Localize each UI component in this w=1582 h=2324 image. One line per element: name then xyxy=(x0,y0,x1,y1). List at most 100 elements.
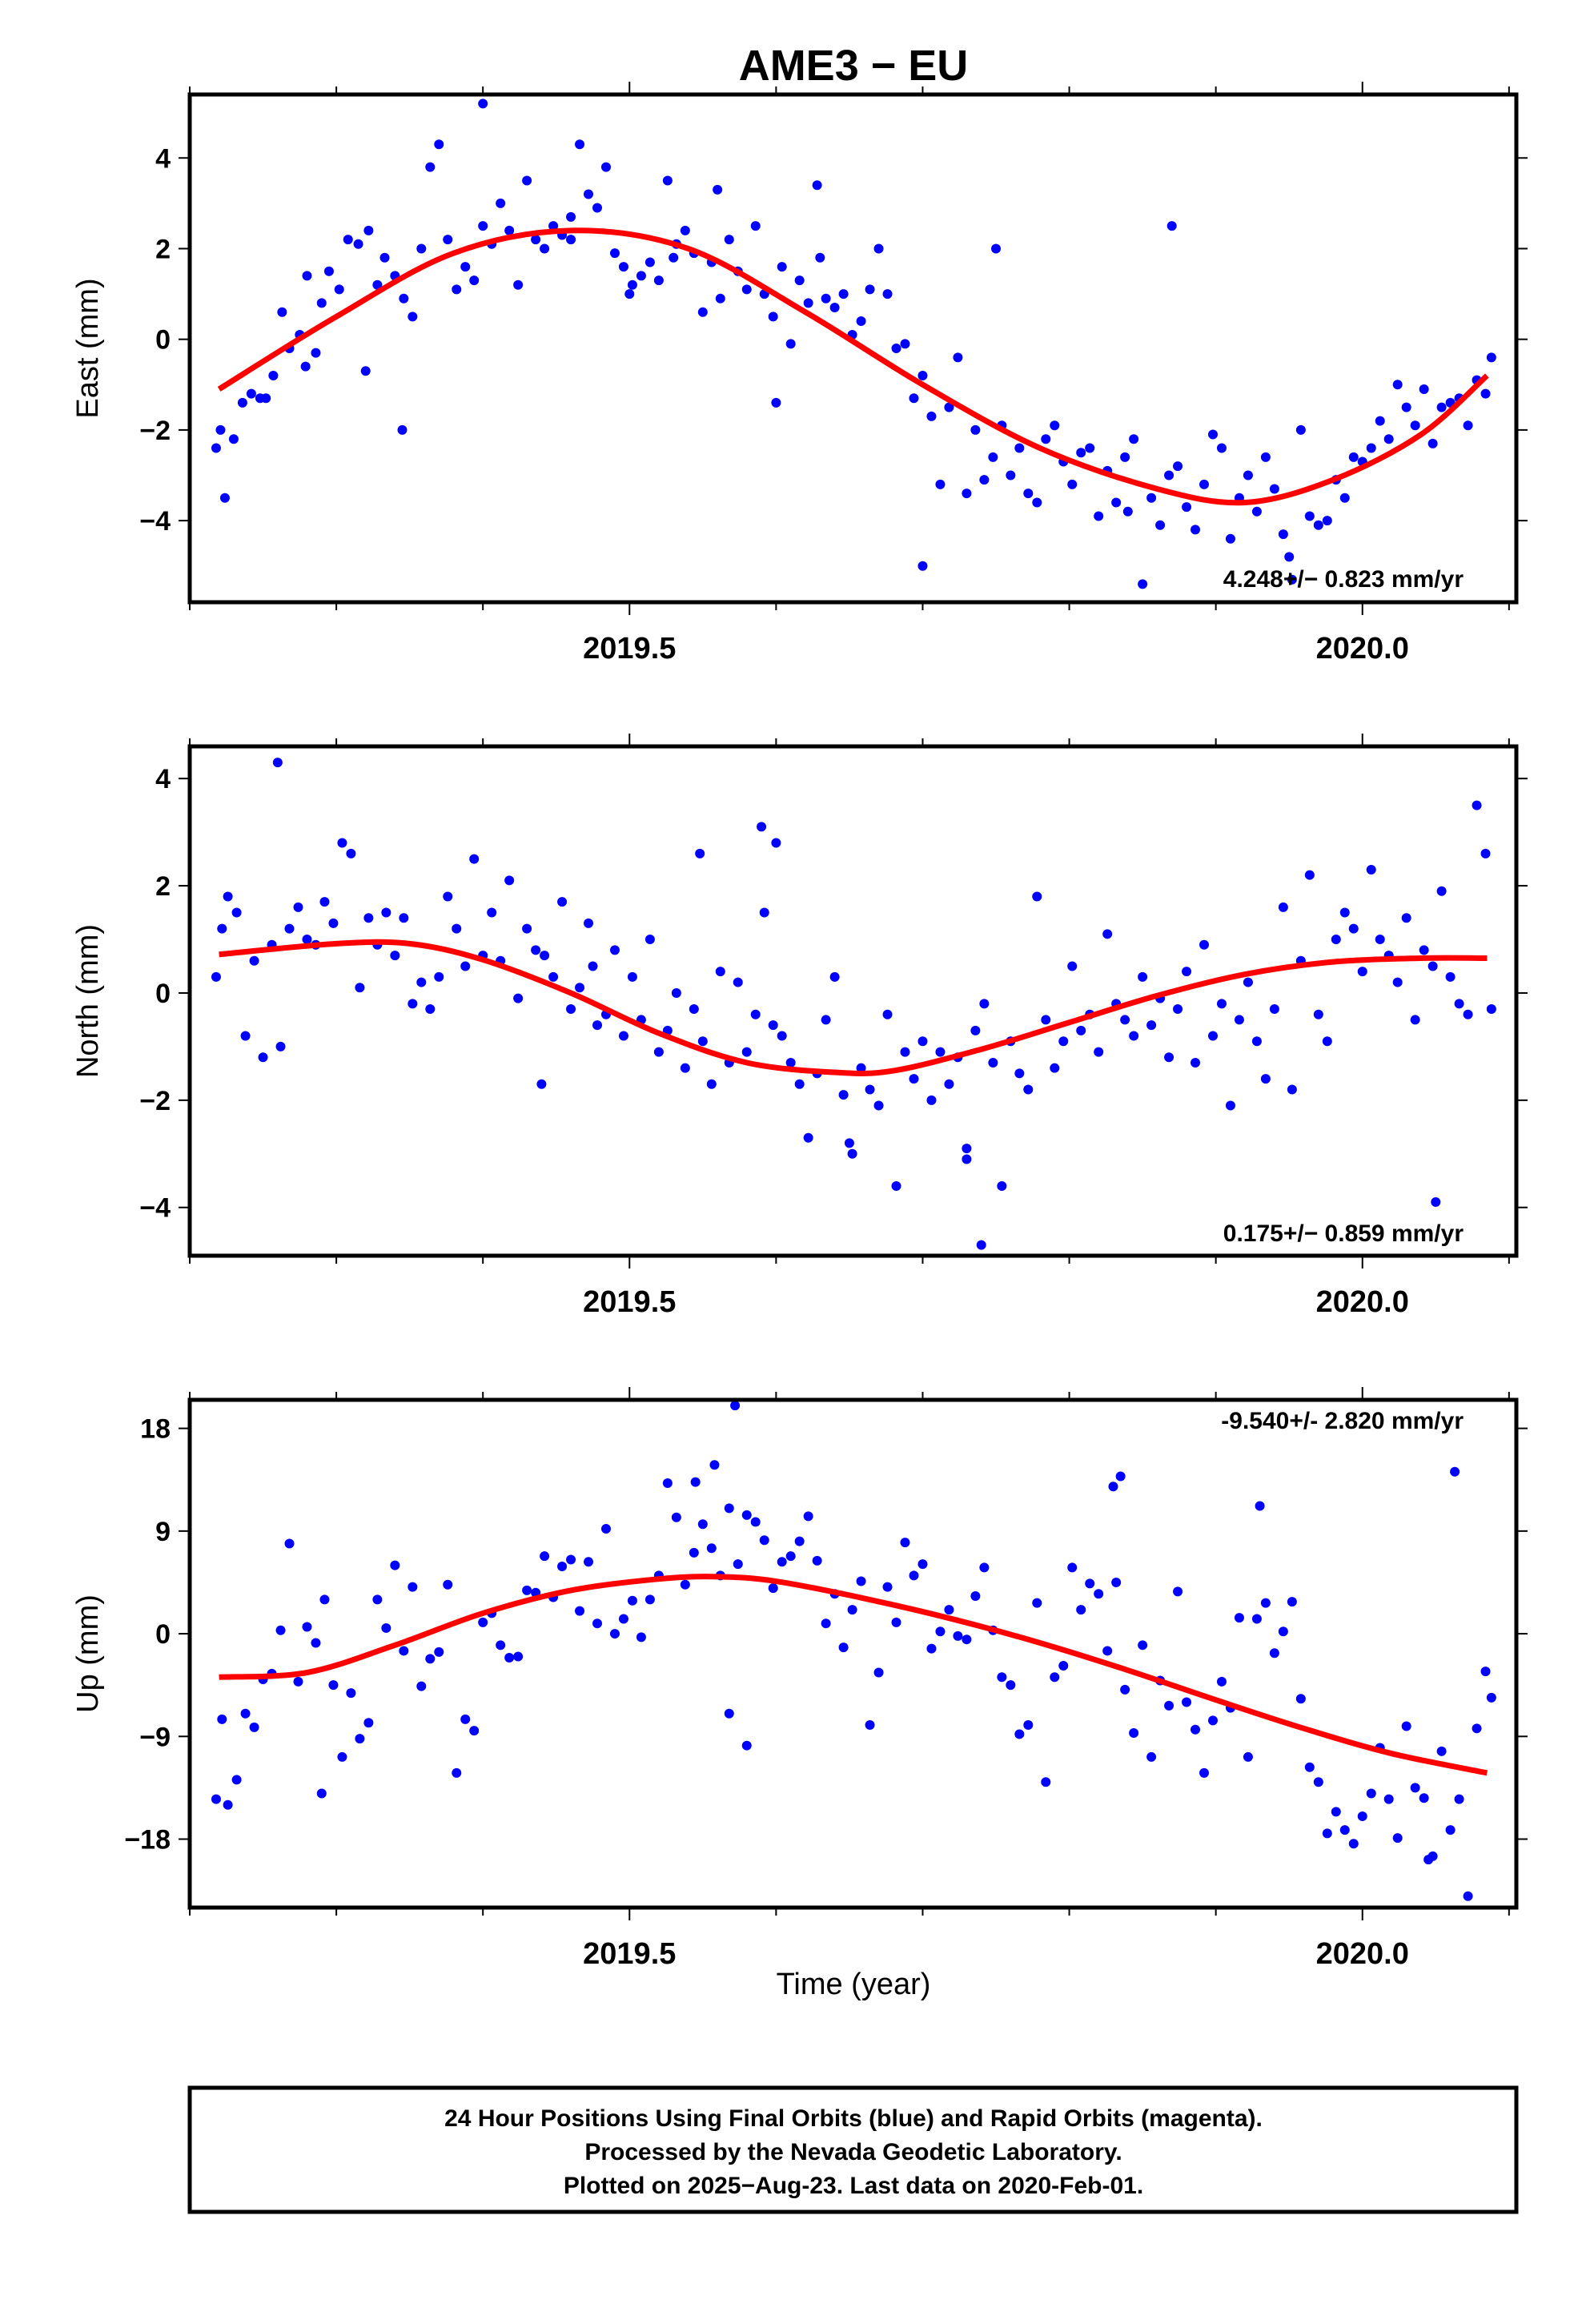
data-point xyxy=(1122,506,1133,517)
data-point xyxy=(1164,1052,1174,1063)
data-point xyxy=(689,1547,699,1558)
data-point xyxy=(1164,470,1174,480)
data-point xyxy=(882,289,893,300)
footer-line-2: Processed by the Nevada Geodetic Laborat… xyxy=(584,2139,1122,2165)
data-point xyxy=(1102,929,1113,939)
data-point xyxy=(478,1617,488,1627)
y-tick-label: −4 xyxy=(139,1193,171,1224)
data-point xyxy=(261,393,271,404)
data-point xyxy=(452,1767,462,1778)
data-point xyxy=(246,388,256,399)
data-point xyxy=(311,348,321,358)
data-point xyxy=(223,1799,233,1810)
y-tick-label: 2 xyxy=(155,871,171,902)
data-point xyxy=(815,252,825,263)
data-point xyxy=(1427,438,1438,448)
data-point xyxy=(363,913,374,923)
data-point xyxy=(844,1138,854,1148)
footer-frame xyxy=(187,2085,1519,2214)
x-tick-label: 2019.5 xyxy=(583,1285,676,1319)
data-point xyxy=(1067,479,1078,489)
data-point xyxy=(909,1074,919,1084)
x-tick-label: 2020.0 xyxy=(1316,1937,1409,1971)
data-point xyxy=(962,1154,972,1164)
data-point xyxy=(1486,352,1496,363)
data-point xyxy=(1023,489,1034,499)
data-point xyxy=(1331,935,1341,945)
x-axis-label: Time (year) xyxy=(777,1968,931,2001)
data-point xyxy=(1463,1891,1473,1901)
data-point xyxy=(284,1538,295,1549)
data-point xyxy=(381,1622,391,1633)
data-point xyxy=(228,434,239,444)
data-point xyxy=(557,1562,568,1572)
data-point xyxy=(1313,1777,1323,1787)
fit-curve xyxy=(219,1574,1488,1776)
data-point xyxy=(1032,1598,1042,1608)
data-point xyxy=(1138,971,1148,982)
data-point xyxy=(944,402,954,412)
data-point xyxy=(1410,420,1420,431)
data-point xyxy=(1182,967,1192,977)
data-point xyxy=(522,923,532,934)
data-point xyxy=(1207,1031,1218,1041)
data-point xyxy=(865,284,875,295)
data-point xyxy=(1445,1825,1456,1835)
data-point xyxy=(750,1009,761,1019)
data-point xyxy=(662,175,673,186)
data-point xyxy=(275,1625,286,1635)
data-point xyxy=(355,983,365,993)
data-point xyxy=(540,951,550,961)
data-point xyxy=(408,1582,418,1592)
data-point xyxy=(1278,902,1288,912)
data-point xyxy=(1284,552,1295,562)
data-point xyxy=(821,293,831,304)
data-point xyxy=(1014,1729,1025,1739)
data-point xyxy=(794,1536,805,1546)
data-point xyxy=(926,411,937,421)
data-point xyxy=(381,907,391,918)
data-point xyxy=(1436,1746,1447,1756)
data-point xyxy=(741,1047,752,1057)
y-axis-label: North (mm) xyxy=(71,924,105,1078)
data-point xyxy=(1234,1015,1244,1025)
data-point xyxy=(536,1079,547,1089)
data-point xyxy=(873,1667,884,1678)
rate-label: 0.175+/− 0.859 mm/yr xyxy=(1223,1220,1464,1247)
data-point xyxy=(1383,1794,1394,1804)
data-point xyxy=(709,1460,720,1470)
data-point xyxy=(1041,434,1051,444)
data-point xyxy=(713,184,723,195)
data-point xyxy=(741,284,752,295)
data-point xyxy=(268,370,279,380)
data-point xyxy=(838,289,849,300)
data-point xyxy=(1375,416,1385,426)
data-point xyxy=(909,393,919,404)
data-point xyxy=(636,271,646,281)
footer-box: 24 Hour Positions Using Final Orbits (bl… xyxy=(187,2085,1519,2214)
data-point xyxy=(1173,1586,1183,1597)
data-point xyxy=(680,1579,690,1590)
data-point xyxy=(803,1132,813,1143)
data-point xyxy=(1260,452,1271,462)
data-point xyxy=(935,479,946,489)
data-point xyxy=(223,891,233,902)
data-point xyxy=(1120,1015,1130,1025)
data-point xyxy=(237,397,247,408)
data-point xyxy=(548,971,559,982)
data-point xyxy=(1331,1807,1341,1817)
data-point xyxy=(865,1084,875,1095)
data-point xyxy=(917,1559,928,1570)
data-point xyxy=(1419,1793,1429,1803)
data-point xyxy=(794,275,805,286)
data-point xyxy=(618,1614,628,1624)
data-point xyxy=(715,293,725,304)
data-point xyxy=(504,1652,515,1663)
data-point xyxy=(592,1020,603,1031)
data-point xyxy=(460,1714,471,1724)
data-point xyxy=(416,1681,427,1691)
data-point xyxy=(1014,443,1025,453)
data-point xyxy=(1472,800,1482,810)
data-point xyxy=(609,945,620,955)
data-point xyxy=(970,424,981,435)
